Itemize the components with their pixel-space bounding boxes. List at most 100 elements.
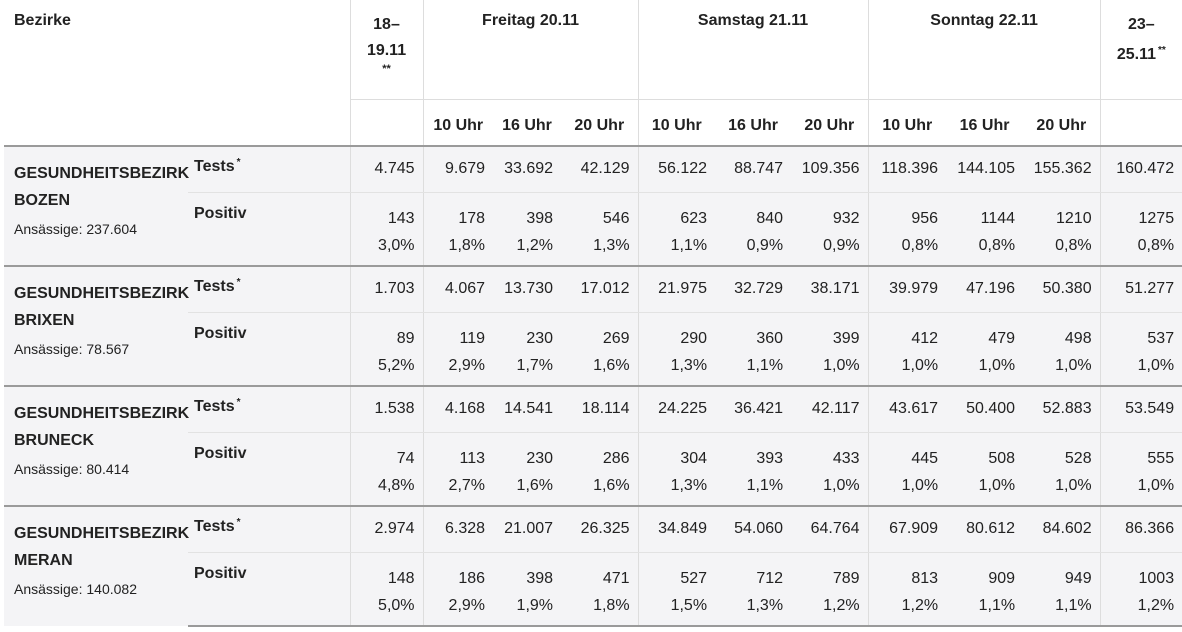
positive-count: 555 — [1147, 449, 1175, 467]
row-label-tests: Tests * — [188, 505, 351, 553]
positive-count: 360 — [756, 329, 784, 347]
positive-percent: 1,1% — [1055, 596, 1092, 614]
tests-value: 17.012 — [561, 265, 639, 313]
positive-count: 1275 — [1138, 209, 1175, 227]
positive-count: 956 — [911, 209, 939, 227]
positive-percent: 3,0% — [378, 236, 415, 254]
tests-value: 9.679 — [422, 145, 494, 193]
positive-cell: 433 1,0% — [791, 432, 869, 506]
tests-value: 43.617 — [867, 385, 947, 433]
positive-count: 789 — [832, 569, 860, 587]
covid-test-table: Bezirke 18– 19.11 ** Freitag 20.11 Samst… — [4, 0, 1182, 627]
table-header: Bezirke 18– 19.11 ** Freitag 20.11 Samst… — [4, 0, 1182, 146]
header-samstag: Samstag 21.11 — [637, 0, 869, 99]
tests-value: 47.196 — [946, 265, 1024, 313]
positive-cell: 1210 0,8% — [1023, 192, 1101, 266]
positive-count: 546 — [602, 209, 630, 227]
positive-cell: 471 1,8% — [561, 552, 639, 627]
positive-cell: 393 1,1% — [715, 432, 792, 506]
positive-percent: 0,9% — [823, 236, 860, 254]
positive-percent: 4,8% — [378, 476, 415, 494]
tests-value: 88.747 — [715, 145, 792, 193]
positive-count: 290 — [680, 329, 708, 347]
header-so-10: 10 Uhr — [867, 98, 947, 146]
positive-cell: 909 1,1% — [946, 552, 1024, 627]
tests-value: 2.974 — [349, 505, 424, 553]
positive-cell: 269 1,6% — [561, 312, 639, 386]
row-label-positiv: Positiv — [188, 312, 351, 386]
positive-percent: 1,2% — [823, 596, 860, 614]
positive-cell: 555 1,0% — [1099, 432, 1182, 506]
positive-cell: 148 5,0% — [349, 552, 424, 627]
tests-value: 26.325 — [561, 505, 639, 553]
row-label-positiv: Positiv — [188, 192, 351, 266]
tests-value: 32.729 — [715, 265, 792, 313]
positive-count: 1210 — [1056, 209, 1092, 227]
district-name: GESUNDHEITSBEZIRK MERAN — [14, 520, 189, 574]
tests-value: 33.692 — [493, 145, 562, 193]
row-label-tests: Tests * — [188, 385, 351, 433]
tests-footnote: * — [236, 156, 241, 168]
positive-count: 230 — [526, 329, 554, 347]
header-fr-10: 10 Uhr — [422, 98, 494, 146]
tests-footnote: * — [236, 516, 241, 528]
positive-cell: 1275 0,8% — [1099, 192, 1182, 266]
positive-cell: 623 1,1% — [637, 192, 716, 266]
positive-cell: 286 1,6% — [561, 432, 639, 506]
positive-percent: 0,8% — [1137, 236, 1175, 254]
positive-count: 537 — [1147, 329, 1175, 347]
positive-cell: 949 1,1% — [1023, 552, 1101, 627]
tests-value: 13.730 — [493, 265, 562, 313]
tests-value: 18.114 — [561, 385, 639, 433]
positive-count: 304 — [680, 449, 708, 467]
district-population: Ansässige: 140.082 — [14, 581, 137, 597]
table-row: Positiv 74 4,8% 113 2,7% 230 1,6% 286 1,6% 304 1,3… — [4, 432, 1182, 506]
tests-value: 4.745 — [349, 145, 424, 193]
positive-percent: 0,8% — [978, 236, 1016, 254]
district-name: GESUNDHEITSBEZIRK BRIXEN — [14, 280, 190, 334]
district-name-line2: MERAN — [14, 552, 73, 569]
positive-count: 932 — [832, 209, 860, 227]
positive-percent: 1,8% — [448, 236, 486, 254]
positive-count: 398 — [526, 209, 554, 227]
positive-percent: 1,0% — [901, 476, 939, 494]
positive-percent: 1,3% — [746, 596, 784, 614]
positive-cell: 186 2,9% — [422, 552, 494, 627]
positive-count: 269 — [602, 329, 630, 347]
positive-percent: 1,9% — [516, 596, 554, 614]
tests-value: 4.168 — [422, 385, 494, 433]
header-so-20: 20 Uhr — [1023, 98, 1101, 146]
positive-count: 286 — [602, 449, 630, 467]
positive-percent: 1,1% — [670, 236, 708, 254]
header-hour-empty-last — [1099, 98, 1182, 146]
district-name-line1: GESUNDHEITSBEZIRK — [14, 285, 190, 302]
positive-percent: 1,5% — [670, 596, 708, 614]
tests-value: 64.764 — [791, 505, 869, 553]
tests-value: 50.380 — [1023, 265, 1101, 313]
positive-count: 909 — [988, 569, 1016, 587]
positive-percent: 1,6% — [516, 476, 554, 494]
positive-cell: 479 1,0% — [946, 312, 1024, 386]
positive-cell: 1144 0,8% — [946, 192, 1024, 266]
positive-cell: 398 1,2% — [493, 192, 562, 266]
positive-count: 712 — [756, 569, 784, 587]
tests-footnote: * — [236, 396, 241, 408]
tests-label: Tests — [194, 277, 235, 295]
tests-value: 34.849 — [637, 505, 716, 553]
district-cell: GESUNDHEITSBEZIRK BRIXEN Ansässige: 78.567 — [4, 265, 190, 386]
positive-cell: 119 2,9% — [422, 312, 494, 386]
tests-value: 39.979 — [867, 265, 947, 313]
positive-percent: 1,2% — [901, 596, 939, 614]
row-label-positiv: Positiv — [188, 552, 351, 627]
tests-label: Tests — [194, 397, 235, 415]
tests-value: 38.171 — [791, 265, 869, 313]
positive-count: 230 — [526, 449, 554, 467]
positive-count: 840 — [756, 209, 784, 227]
positive-percent: 1,0% — [901, 356, 939, 374]
row-label-tests: Tests * — [188, 265, 351, 313]
district-cell: GESUNDHEITSBEZIRK MERAN Ansässige: 140.082 — [4, 505, 189, 626]
tests-value: 42.117 — [791, 385, 869, 433]
positive-count: 1144 — [980, 209, 1016, 227]
tests-value: 86.366 — [1099, 505, 1182, 553]
positive-count: 623 — [680, 209, 708, 227]
